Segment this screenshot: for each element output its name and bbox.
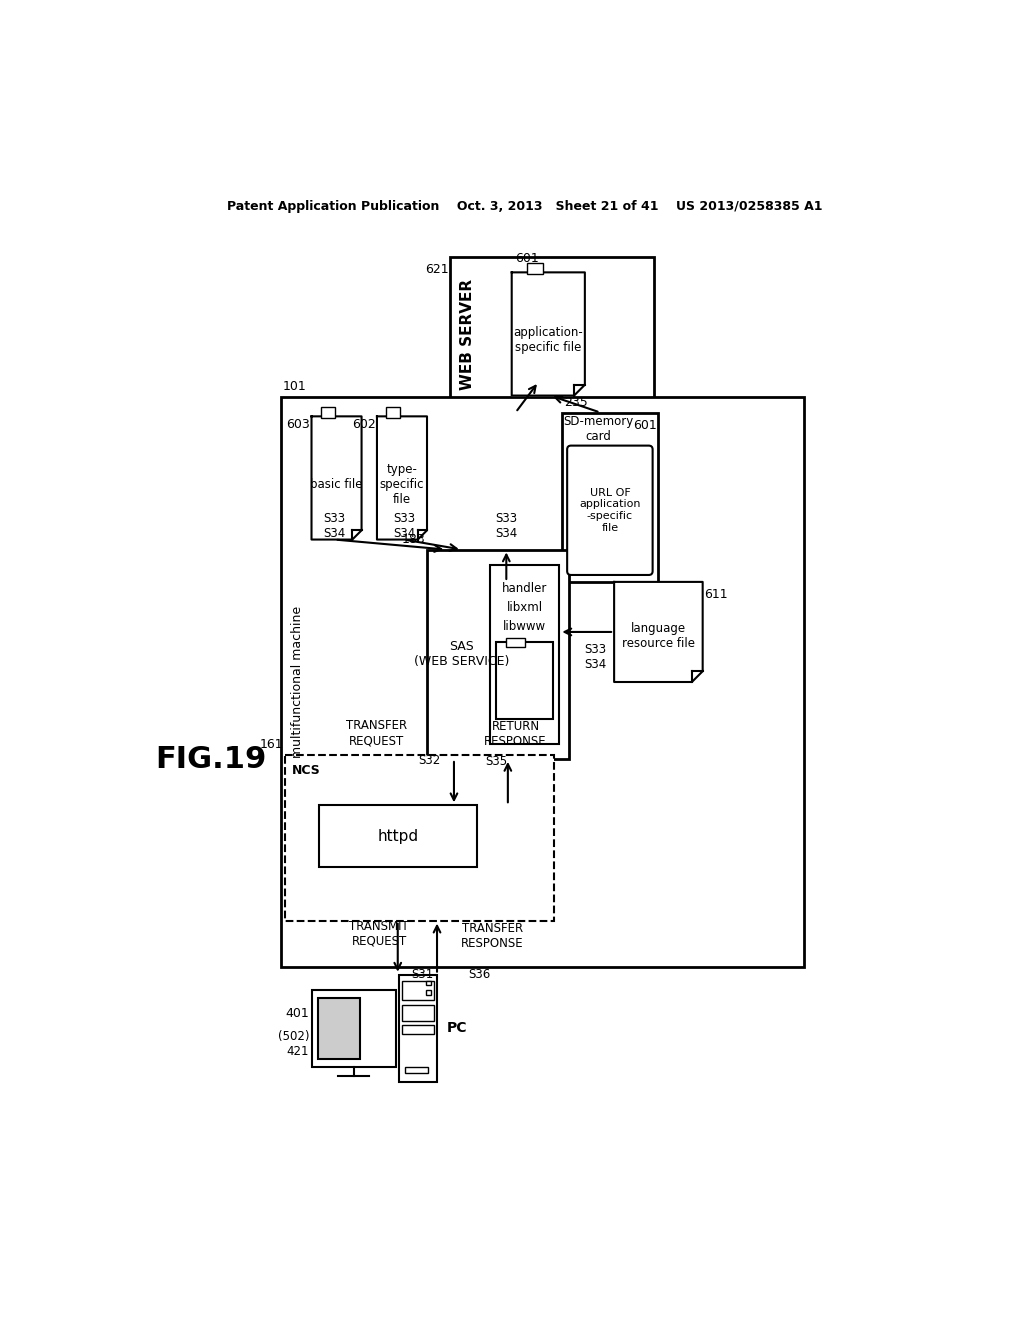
Bar [319,805,477,867]
Text: 161: 161 [259,738,283,751]
Text: S33
S34: S33 S34 [393,512,415,540]
Text: S33
S34: S33 S34 [496,512,517,540]
Bar [562,412,658,582]
Bar [281,397,804,966]
Text: handler: handler [502,582,548,594]
Text: 401: 401 [286,1007,309,1019]
Bar [451,257,654,411]
Polygon shape [311,416,361,540]
Text: WEB SERVER: WEB SERVER [460,279,474,389]
FancyBboxPatch shape [567,446,652,576]
Bar [398,974,437,1082]
Text: language
resource file: language resource file [622,622,695,649]
Text: S33
S34: S33 S34 [584,643,606,672]
Text: basic file: basic file [310,478,362,491]
Text: libxml: libxml [507,601,543,614]
Text: PC: PC [446,1022,467,1035]
Bar [506,638,524,647]
Text: Patent Application Publication    Oct. 3, 2013   Sheet 21 of 41    US 2013/02583: Patent Application Publication Oct. 3, 2… [227,199,822,213]
Text: 601: 601 [515,252,540,265]
Bar [321,407,335,418]
Bar [404,1067,428,1073]
Bar [426,990,431,995]
Bar [311,990,396,1067]
Text: S33
S34: S33 S34 [324,512,346,540]
Text: NCS: NCS [292,764,321,777]
Text: TRANSMIT
REQUEST: TRANSMIT REQUEST [349,920,410,948]
Bar [401,1024,434,1034]
Text: S36: S36 [468,968,490,981]
Text: RETURN
RESPONSE: RETURN RESPONSE [484,721,547,748]
Polygon shape [512,272,585,396]
Text: application-
specific file: application- specific file [513,326,583,354]
Bar [497,642,553,719]
Text: TRANSFER
RESPONSE: TRANSFER RESPONSE [461,921,523,950]
Bar [386,407,400,418]
Text: 601: 601 [633,418,656,432]
Bar [427,549,569,759]
Bar [285,755,554,921]
Text: TRANSFER
REQUEST: TRANSFER REQUEST [346,719,408,747]
Bar [426,981,431,985]
Text: 621: 621 [425,263,449,276]
Bar [317,998,360,1059]
Text: (502)
421: (502) 421 [278,1030,309,1057]
Text: 602: 602 [351,417,376,430]
Text: FIG.19: FIG.19 [156,744,267,774]
Text: 603: 603 [287,417,310,430]
Text: 101: 101 [283,380,307,393]
Text: S35: S35 [484,755,507,768]
Text: SD-memory
card: SD-memory card [563,416,634,444]
Text: S31: S31 [412,968,434,981]
Text: URL OF
application
-specific
file: URL OF application -specific file [580,488,641,533]
Bar [401,1006,434,1020]
Text: httpd: httpd [378,829,419,843]
Text: SAS
(WEB SERVICE): SAS (WEB SERVICE) [414,640,509,668]
Bar [490,565,559,743]
Polygon shape [614,582,702,682]
Text: libwww: libwww [503,620,547,634]
Polygon shape [377,416,427,540]
Text: type-
specific
file: type- specific file [380,462,424,506]
Bar [401,981,434,1001]
Text: multifunctional machine: multifunctional machine [291,606,304,758]
Text: 183: 183 [401,533,425,545]
Text: 235: 235 [564,396,588,409]
Text: S32: S32 [419,754,440,767]
Bar [527,263,543,275]
Text: 611: 611 [705,589,728,601]
